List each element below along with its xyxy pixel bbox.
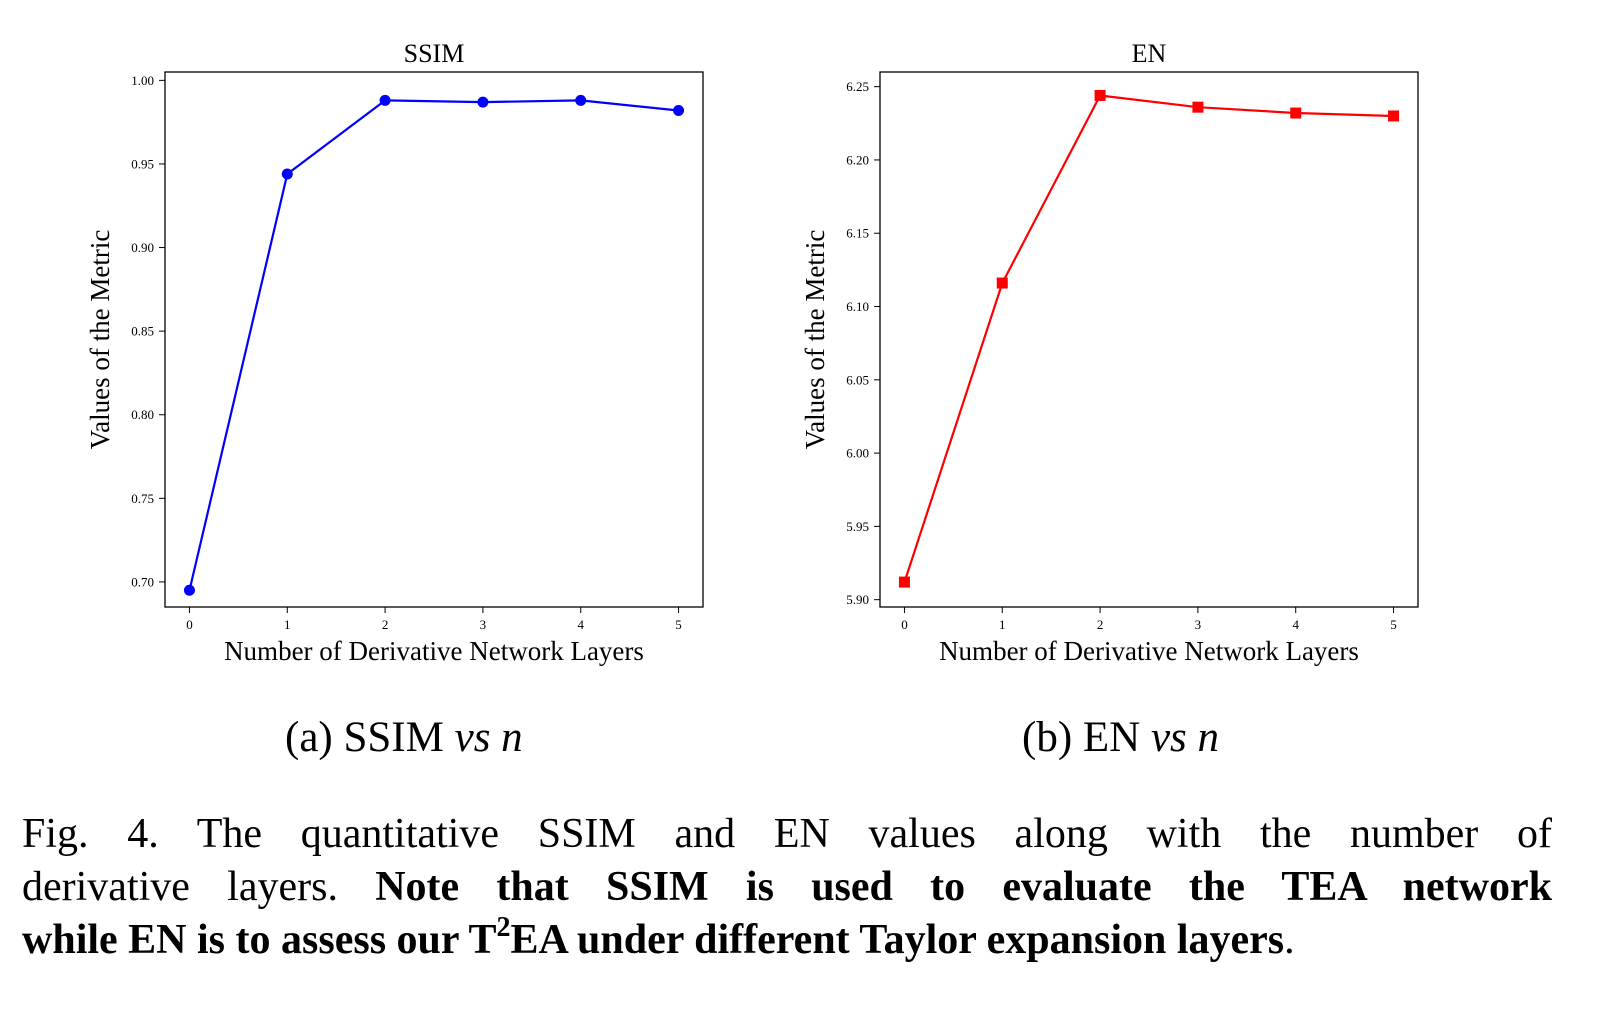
chart-2-data-point bbox=[1388, 110, 1400, 122]
figure-caption: Fig. 4. The quantitative SSIM and EN val… bbox=[22, 808, 1552, 967]
chart-2-plot-frame bbox=[879, 71, 1419, 608]
chart-1-x-tick-label: 0 bbox=[186, 617, 193, 632]
chart-1-y-tick-label: 0.80 bbox=[131, 407, 154, 422]
chart-1-x-tick-label: 5 bbox=[675, 617, 682, 632]
chart-2-y-tick-label: 6.00 bbox=[846, 446, 869, 461]
chart-2-series-line bbox=[903, 94, 1394, 583]
chart-1-series-line bbox=[188, 99, 679, 591]
caption-line-3-bold-a: while EN is to assess our T bbox=[22, 917, 497, 963]
chart-1-x-tick-label: 1 bbox=[284, 617, 291, 632]
chart-1-data-point bbox=[281, 168, 293, 180]
chart-2-x-tick-label: 2 bbox=[1097, 617, 1104, 632]
caption-line-2-plain: derivative layers. bbox=[22, 864, 376, 910]
chart-1-data-point bbox=[477, 96, 489, 108]
subcaption-b: (b) EN vs n bbox=[1022, 713, 1219, 762]
chart-1-y-tick-label: 1.00 bbox=[131, 73, 154, 88]
chart-2-y-tick-label: 6.15 bbox=[846, 226, 869, 241]
caption-line-2-bold: Note that SSIM is used to evaluate the T… bbox=[375, 864, 1552, 910]
chart-1-x-tick-label: 2 bbox=[382, 617, 389, 632]
caption-line-3-bold-b: EA under different Taylor expansion laye… bbox=[510, 917, 1285, 963]
chart-2-y-tick-label: 6.05 bbox=[846, 372, 869, 387]
chart-1-title: SSIM bbox=[404, 39, 465, 68]
chart-1-y-tick-label: 0.75 bbox=[131, 491, 154, 506]
caption-line-3: while EN is to assess our T2EA under dif… bbox=[22, 914, 1552, 967]
chart-2-y-tick-label: 6.25 bbox=[846, 79, 869, 94]
subcaption-b-italic: vs n bbox=[1150, 714, 1220, 761]
chart-2-data-point bbox=[1290, 107, 1302, 119]
subcaption-a: (a) SSIM vs n bbox=[285, 713, 523, 762]
caption-line-3-end: . bbox=[1284, 917, 1295, 963]
chart-1-y-tick-label: 0.85 bbox=[131, 324, 154, 339]
chart-2-y-tick-label: 5.90 bbox=[846, 592, 869, 607]
chart-1-y-axis-label: Values of the Metric bbox=[85, 230, 115, 450]
chart-2-data-point bbox=[1192, 101, 1204, 113]
chart-1-x-tick-label: 4 bbox=[577, 617, 584, 632]
subcaption-a-italic: vs n bbox=[454, 714, 523, 761]
chart-2-data-point bbox=[996, 277, 1008, 289]
chart-2-y-tick-label: 5.95 bbox=[846, 519, 869, 534]
chart-1-y-tick-label: 0.90 bbox=[131, 240, 154, 255]
chart-1-y-tick-label: 0.70 bbox=[131, 574, 154, 589]
figure: SSIM 0 1 2 3 4 5 0.70 0.75 0.80 0.85 0.90 0.95 1.00 Nu… bbox=[85, 39, 1419, 666]
chart-2-x-tick-label: 4 bbox=[1292, 617, 1299, 632]
chart-2-title: EN bbox=[1132, 39, 1167, 68]
caption-line-1: Fig. 4. The quantitative SSIM and EN val… bbox=[22, 811, 1552, 857]
chart-1-plot-frame bbox=[164, 71, 704, 608]
chart-1-data-point bbox=[575, 94, 587, 106]
chart-1-data-point bbox=[183, 584, 195, 596]
chart-2-x-tick-label: 3 bbox=[1195, 617, 1202, 632]
chart-1-data-point bbox=[673, 104, 685, 116]
chart-2-data-point bbox=[1094, 89, 1106, 101]
chart-2-data-point bbox=[898, 576, 910, 588]
subcaption-b-label: (b) EN bbox=[1022, 714, 1151, 761]
chart-1-data-point bbox=[379, 94, 391, 106]
chart-2-y-tick-label: 6.10 bbox=[846, 299, 869, 314]
chart-1-x-tick-label: 3 bbox=[480, 617, 487, 632]
chart-2-y-axis-label: Values of the Metric bbox=[800, 230, 830, 450]
chart-2-x-axis-label: Number of Derivative Network Layers bbox=[939, 636, 1359, 666]
chart-1-y-tick-label: 0.95 bbox=[131, 156, 154, 171]
chart-1-x-axis-label: Number of Derivative Network Layers bbox=[224, 636, 644, 666]
chart-2-y-tick-label: 6.20 bbox=[846, 152, 869, 167]
chart-2-x-tick-label: 0 bbox=[901, 617, 908, 632]
caption-superscript: 2 bbox=[496, 912, 511, 943]
chart-2-x-tick-label: 5 bbox=[1390, 617, 1397, 632]
subcaption-a-label: (a) SSIM bbox=[285, 714, 455, 761]
chart-2-x-tick-label: 1 bbox=[999, 617, 1006, 632]
caption-line-2: derivative layers. Note that SSIM is use… bbox=[22, 861, 1552, 914]
